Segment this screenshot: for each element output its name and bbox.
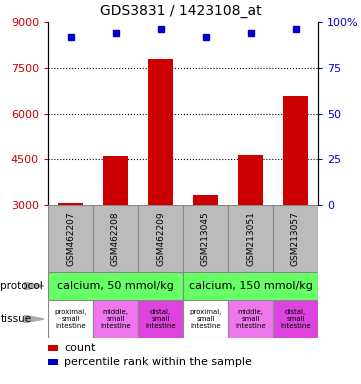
- Bar: [93, 205, 138, 272]
- Text: GSM462207: GSM462207: [66, 211, 75, 266]
- Bar: [228, 300, 273, 338]
- Bar: [273, 300, 318, 338]
- Bar: [183, 300, 228, 338]
- Bar: [138, 300, 183, 338]
- Bar: [148, 59, 173, 205]
- Text: distal,
small
intestine: distal, small intestine: [280, 309, 311, 329]
- Bar: [238, 155, 263, 205]
- Text: middle,
small
intestine: middle, small intestine: [235, 309, 266, 329]
- Bar: [48, 205, 93, 272]
- Text: calcium, 150 mmol/kg: calcium, 150 mmol/kg: [188, 281, 312, 291]
- Bar: [58, 203, 83, 205]
- Polygon shape: [24, 315, 44, 323]
- Text: GSM213045: GSM213045: [201, 211, 210, 266]
- Bar: [283, 96, 308, 205]
- Bar: [93, 300, 138, 338]
- Bar: [183, 272, 318, 300]
- Bar: [103, 156, 128, 205]
- Bar: [48, 300, 93, 338]
- Text: distal,
small
intestine: distal, small intestine: [145, 309, 176, 329]
- Text: GSM213051: GSM213051: [246, 211, 255, 266]
- Text: proximal,
small
intestine: proximal, small intestine: [54, 309, 87, 329]
- Text: GSM462208: GSM462208: [111, 211, 120, 266]
- Bar: [228, 205, 273, 272]
- Text: GDS3831 / 1423108_at: GDS3831 / 1423108_at: [100, 4, 261, 18]
- Text: GSM213057: GSM213057: [291, 211, 300, 266]
- Bar: [138, 205, 183, 272]
- Bar: [183, 205, 228, 272]
- Text: proximal,
small
intestine: proximal, small intestine: [189, 309, 222, 329]
- Text: count: count: [64, 343, 96, 353]
- Text: middle,
small
intestine: middle, small intestine: [100, 309, 131, 329]
- Text: tissue: tissue: [0, 314, 31, 324]
- Bar: [48, 272, 183, 300]
- Bar: [273, 205, 318, 272]
- Text: calcium, 50 mmol/kg: calcium, 50 mmol/kg: [57, 281, 174, 291]
- Bar: [193, 195, 218, 205]
- Text: GSM462209: GSM462209: [156, 211, 165, 266]
- Text: percentile rank within the sample: percentile rank within the sample: [64, 357, 252, 367]
- Text: protocol: protocol: [0, 281, 43, 291]
- Polygon shape: [24, 282, 44, 290]
